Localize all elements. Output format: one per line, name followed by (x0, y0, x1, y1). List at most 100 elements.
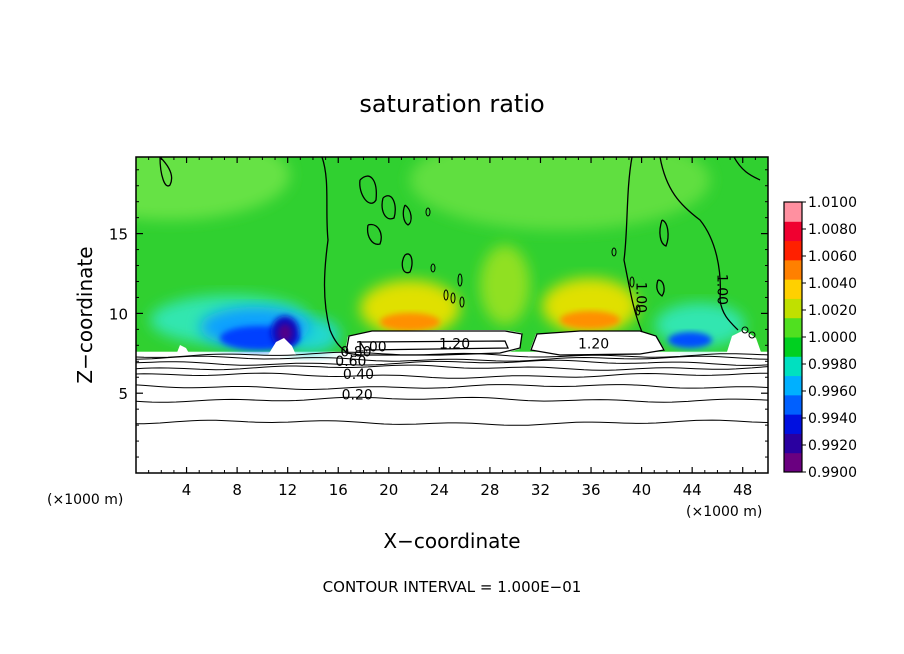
chart-title: saturation ratio (359, 90, 544, 118)
heatmap-field (136, 157, 768, 355)
contour-line (359, 175, 377, 204)
contour-line (366, 223, 382, 245)
field-purple (278, 324, 292, 342)
contour-label: 1.00 (713, 274, 729, 305)
y-tick-label: 10 (109, 305, 128, 323)
colorbar-segment (784, 356, 802, 377)
colorbar-segment (784, 394, 802, 415)
x-unit-left: (×1000 m) (47, 492, 123, 508)
contour-line (136, 419, 768, 426)
colorbar: 1.0100 1.0080 1.0060 1.0040 1.0020 1.0000 0.99… (783, 195, 857, 481)
contour-line (136, 372, 768, 379)
x-tick-label: 32 (531, 481, 550, 499)
contour-speck (425, 207, 431, 217)
contour-line (530, 330, 666, 356)
x-axis: 4 8 12 16 20 24 28 32 36 40 44 48 (148, 157, 756, 499)
colorbar-label: 1.0000 (808, 330, 857, 346)
x-axis-label: X−coordinate (383, 529, 520, 553)
colorbar-segment (784, 375, 802, 396)
surface-peak-right (726, 330, 762, 355)
colorbar-segment (784, 317, 802, 338)
x-tick-label: 24 (430, 481, 449, 499)
colorbar-label: 0.9960 (808, 384, 857, 400)
field-light-green (410, 157, 710, 230)
contour-label: 1.20 (578, 337, 609, 353)
surface-bump (176, 345, 190, 355)
field-orange (380, 313, 440, 331)
y-axis: 5 10 15 (109, 169, 768, 458)
contour-labels: 0.200.400.600.801.00 1.20 1.201.00 1.00 (335, 274, 729, 404)
contour-line (733, 157, 761, 181)
colorbar-segment (784, 279, 802, 299)
contour-lines (136, 157, 768, 426)
field-orange (560, 311, 620, 329)
contour-label: 0.40 (343, 367, 374, 383)
contour-line (659, 219, 669, 247)
colorbar-label: 1.0060 (808, 249, 857, 265)
colorbar-label: 1.0080 (808, 222, 857, 238)
contour-line (345, 330, 523, 356)
y-tick-label: 15 (109, 226, 128, 244)
x-tick-label: 28 (480, 481, 499, 499)
colorbar-segment (784, 433, 802, 454)
contour-speck (635, 304, 641, 316)
x-tick-label: 44 (683, 481, 702, 499)
contour-speck (629, 276, 635, 288)
contour-label: 1.00 (356, 340, 387, 356)
contour-line (659, 157, 739, 331)
contour-label: 0.80 (340, 344, 371, 360)
contour-interval-note: CONTOUR INTERVAL = 1.000E−01 (323, 578, 582, 596)
plot-area (136, 157, 768, 473)
colorbar-segment (784, 452, 802, 473)
x-tick-label: 48 (733, 481, 752, 499)
contour-label: 0.20 (342, 388, 373, 404)
x-unit-right: (×1000 m) (686, 504, 762, 520)
y-tick-label: 5 (118, 385, 128, 403)
contour-speck (459, 296, 465, 308)
colorbar-label: 0.9980 (808, 357, 857, 373)
contour-line (402, 204, 412, 226)
contour-line (321, 157, 347, 353)
x-tick-label: 16 (329, 481, 348, 499)
cloud-region-right (530, 331, 665, 355)
x-tick-label: 12 (278, 481, 297, 499)
contour-line (358, 340, 509, 351)
colorbar-segment (784, 414, 802, 434)
contour-speck (748, 331, 756, 339)
contour-line (623, 157, 643, 333)
colorbar-label: 1.0020 (808, 303, 857, 319)
contour-line (136, 355, 768, 362)
field-light-green (136, 157, 290, 220)
contour-line (381, 195, 396, 220)
contour-label: 0.60 (335, 354, 366, 370)
contour-line (656, 279, 665, 297)
colorbar-segment (784, 221, 802, 242)
contour-speck (430, 263, 436, 273)
colorbar-label: 1.0040 (808, 276, 857, 292)
colorbar-label: 0.9920 (808, 438, 857, 454)
contour-line (136, 359, 768, 366)
x-tick-label: 36 (581, 481, 600, 499)
x-tick-label: 40 (632, 481, 651, 499)
contour-speck (443, 289, 449, 301)
colorbar-segment (784, 240, 802, 261)
x-tick-label: 20 (379, 481, 398, 499)
contour-line (136, 396, 768, 403)
contour-line (159, 157, 173, 187)
colorbar-segment (784, 202, 802, 222)
field-blue (668, 332, 712, 348)
y-axis-label: Z−coordinate (73, 246, 97, 383)
contour-line (401, 253, 413, 274)
contour-line (136, 384, 768, 390)
colorbar-label: 0.9900 (808, 465, 857, 481)
x-tick-label: 4 (182, 481, 192, 499)
contour-speck (457, 273, 463, 287)
contour-speck (450, 292, 456, 304)
contour-line (136, 364, 768, 371)
contour-speck (611, 247, 617, 257)
contour-label: 1.00 (633, 282, 649, 313)
colorbar-segment (784, 337, 802, 357)
colorbar-segment (784, 259, 802, 280)
contour-line (136, 351, 768, 358)
